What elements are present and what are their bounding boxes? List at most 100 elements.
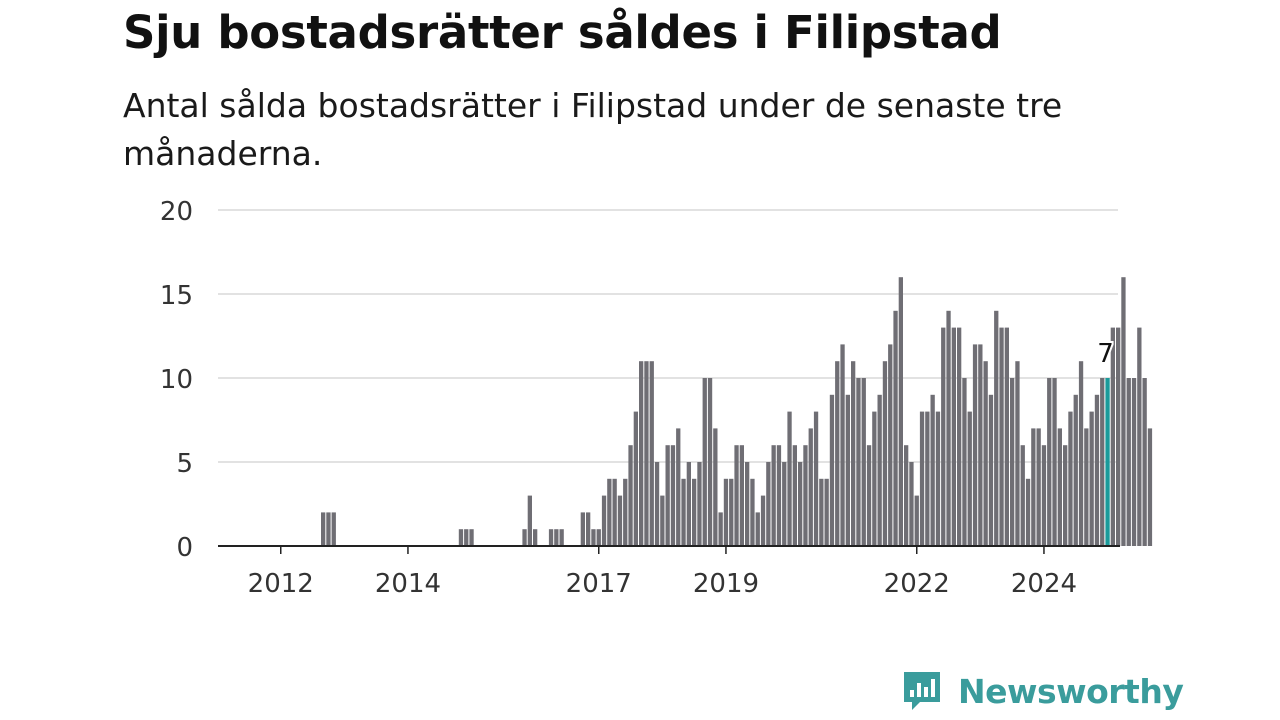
bar <box>750 478 755 546</box>
bar <box>1073 394 1078 546</box>
bar <box>533 529 538 546</box>
bar <box>586 512 591 546</box>
bar <box>787 411 792 546</box>
bar <box>1025 478 1031 546</box>
bar <box>464 529 469 546</box>
y-tick-label: 5 <box>176 449 193 479</box>
bar <box>326 512 331 546</box>
bar <box>1084 428 1089 546</box>
bar <box>888 344 893 546</box>
bar <box>808 428 813 546</box>
bar <box>739 445 744 546</box>
bar <box>1100 378 1105 546</box>
bar <box>978 344 983 546</box>
y-tick-label: 20 <box>160 197 193 227</box>
bar <box>633 411 638 546</box>
bar <box>851 361 856 546</box>
bar <box>803 445 808 546</box>
bar <box>713 428 718 546</box>
bar <box>331 512 336 546</box>
bar <box>527 495 532 546</box>
bar <box>835 361 840 546</box>
bar <box>1131 378 1137 546</box>
bar <box>925 411 930 546</box>
bar <box>697 462 702 546</box>
bar <box>745 462 750 546</box>
highlight-value-label: 7 <box>1097 339 1114 369</box>
bar <box>930 394 935 546</box>
y-tick-label: 15 <box>160 281 193 311</box>
bar <box>829 394 835 546</box>
bar <box>665 445 670 546</box>
bar <box>1089 411 1094 546</box>
bar <box>904 445 909 546</box>
bar <box>1078 361 1084 546</box>
bar <box>686 462 691 546</box>
bar <box>941 327 946 546</box>
bar <box>729 478 734 546</box>
bar <box>559 529 564 546</box>
bar <box>866 445 872 546</box>
bar <box>935 411 941 546</box>
bar <box>321 512 326 546</box>
bar <box>861 378 866 546</box>
x-tick-label: 2012 <box>248 569 314 599</box>
bar <box>824 478 829 546</box>
bar <box>1094 394 1100 546</box>
bar <box>1116 327 1121 546</box>
bar <box>1041 445 1047 546</box>
bar <box>554 529 559 546</box>
bar <box>623 478 628 546</box>
bar <box>601 495 607 546</box>
annotations: 7 <box>1095 337 1116 371</box>
bar <box>1142 378 1147 546</box>
bar <box>994 310 999 546</box>
bar <box>1110 327 1115 546</box>
x-axis-labels: 2012 2014 2017 2019 2022 2024 <box>248 569 1077 599</box>
bar <box>1147 428 1153 546</box>
bar <box>919 411 925 546</box>
bar <box>612 478 617 546</box>
y-axis-labels: 0 5 10 15 20 <box>160 197 193 563</box>
bar <box>654 462 660 546</box>
newsworthy-logo-icon <box>904 672 940 710</box>
chart-subtitle: Antal sålda bostadsrätter i Filipstad un… <box>123 86 1063 173</box>
bar <box>782 462 787 546</box>
bar <box>1031 428 1036 546</box>
bar <box>458 529 464 546</box>
bar <box>972 344 978 546</box>
y-tick-label: 10 <box>160 365 193 395</box>
bar <box>962 378 967 546</box>
bar <box>771 445 776 546</box>
bar <box>967 411 972 546</box>
bar <box>951 327 956 546</box>
bar <box>957 327 962 546</box>
bar <box>872 411 877 546</box>
x-tick-label: 2017 <box>566 569 632 599</box>
bars <box>321 277 1153 546</box>
bar <box>798 462 803 546</box>
bar <box>909 462 914 546</box>
bar <box>670 445 676 546</box>
bar <box>988 394 994 546</box>
bar <box>1010 378 1015 546</box>
bar <box>628 445 633 546</box>
bar <box>840 344 845 546</box>
bar <box>755 512 760 546</box>
brand-name: Newsworthy <box>958 671 1184 711</box>
y-tick-label: 0 <box>176 533 193 563</box>
bar <box>1063 445 1068 546</box>
x-tick-label: 2019 <box>693 569 759 599</box>
bar <box>1121 277 1126 546</box>
bar <box>856 378 861 546</box>
bar <box>1068 411 1073 546</box>
bar <box>660 495 665 546</box>
bar <box>792 445 797 546</box>
bar <box>819 478 824 546</box>
x-tick-label: 2022 <box>884 569 950 599</box>
bar <box>580 512 585 546</box>
bar <box>1015 361 1020 546</box>
bar <box>522 529 527 546</box>
bar <box>702 378 707 546</box>
